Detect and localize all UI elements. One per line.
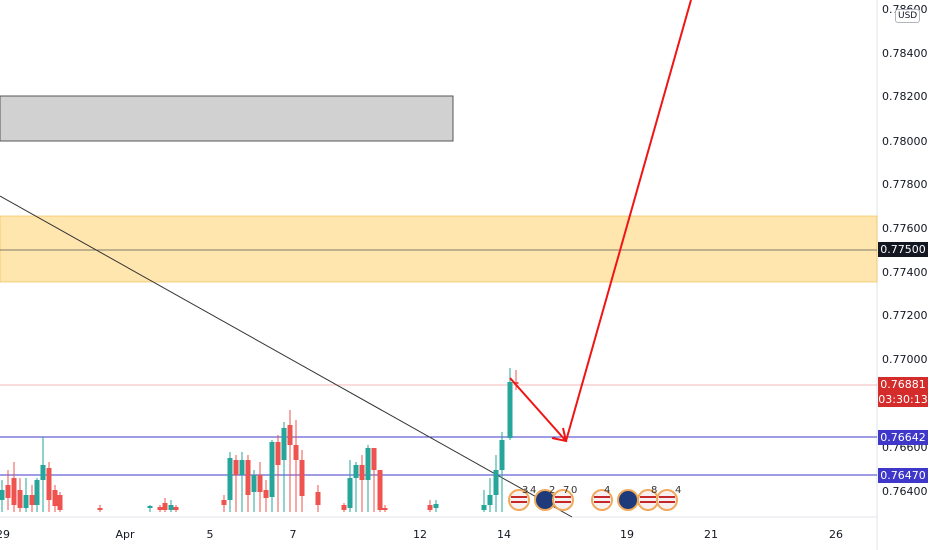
candle-body xyxy=(293,445,299,460)
candle-body xyxy=(499,440,505,470)
candle-body xyxy=(493,470,499,495)
candle-body xyxy=(97,508,103,510)
candle-body xyxy=(227,458,233,500)
candle-body xyxy=(57,495,63,510)
level-07647-tag: 0.76470 xyxy=(878,468,928,483)
date-tick: 29 xyxy=(0,528,10,541)
candle-body xyxy=(287,425,293,445)
projection-arrow[interactable] xyxy=(509,0,692,443)
date-tick: Apr xyxy=(115,528,135,541)
candle-body xyxy=(382,508,388,510)
candle-body xyxy=(507,382,513,438)
candle-body xyxy=(513,382,519,384)
price-tick: 0.78400 xyxy=(882,47,928,60)
event-count: 4 xyxy=(604,485,610,496)
price-tick: 0.77200 xyxy=(882,309,928,322)
bar-countdown-tag: 03:30:13 xyxy=(878,392,928,407)
candle-body xyxy=(257,475,263,492)
date-tick: 7 xyxy=(289,528,297,541)
us-flag-event-icon xyxy=(656,489,678,511)
candle-body xyxy=(168,505,174,510)
candle-body xyxy=(23,495,29,508)
date-tick: 21 xyxy=(704,528,718,541)
candle-body xyxy=(233,460,239,475)
candle-body xyxy=(251,475,257,492)
candle-body xyxy=(46,468,52,500)
candle-body xyxy=(11,478,17,505)
event-count: 4 xyxy=(530,485,536,496)
candle-body xyxy=(433,504,439,508)
candle-body xyxy=(365,448,371,480)
candle-body xyxy=(341,505,347,510)
event-count: 2 xyxy=(549,485,555,496)
downtrend-line[interactable] xyxy=(0,195,573,518)
candle-body xyxy=(275,442,281,465)
candle-body xyxy=(239,460,245,475)
candle-body xyxy=(245,460,251,495)
us-flag-event-icon xyxy=(508,489,530,511)
price-tick: 0.77000 xyxy=(882,353,928,366)
currency-badge[interactable]: USD xyxy=(895,9,921,23)
event-count: 0 xyxy=(571,485,577,496)
candle-body xyxy=(377,470,383,510)
candle-body xyxy=(173,507,179,510)
candle-body xyxy=(487,495,493,505)
candle-body xyxy=(157,507,163,510)
candle-body xyxy=(263,490,269,498)
candle-body xyxy=(281,428,287,460)
date-tick: 12 xyxy=(413,528,427,541)
candle-body xyxy=(40,465,46,480)
candle-body xyxy=(162,503,168,510)
date-tick: 5 xyxy=(206,528,214,541)
price-tick: 0.77800 xyxy=(882,178,928,191)
date-tick: 14 xyxy=(497,528,511,541)
date-tick: 26 xyxy=(829,528,843,541)
candle-body xyxy=(147,506,153,508)
candle-body xyxy=(315,492,321,505)
event-count: 4 xyxy=(675,485,681,496)
gray-zone-rectangle[interactable] xyxy=(0,95,454,142)
candle-body xyxy=(269,442,275,497)
candle-body xyxy=(481,505,487,510)
candlestick-series xyxy=(0,368,519,512)
event-count: 8 xyxy=(651,485,657,496)
date-tick: 19 xyxy=(620,528,634,541)
candle-body xyxy=(353,465,359,478)
candle-body xyxy=(0,490,5,500)
candle-body xyxy=(347,478,353,508)
candle-body xyxy=(5,485,11,498)
candle-body xyxy=(34,480,40,505)
level-07664-tag: 0.76642 xyxy=(878,430,928,445)
price-tick: 0.78200 xyxy=(882,90,928,103)
us-flag-event-icon xyxy=(552,489,574,511)
us-flag-event-icon xyxy=(591,489,613,511)
level-0775-tag: 0.77500 xyxy=(878,242,928,257)
candle-body xyxy=(221,500,227,505)
price-tick: 0.78000 xyxy=(882,135,928,148)
event-count: 7 xyxy=(563,485,569,496)
yellow-zone-rectangle[interactable] xyxy=(0,215,878,283)
candle-body xyxy=(359,465,365,480)
economic-event-markers[interactable]: 3 4 2 7 0 4 8 4 xyxy=(508,485,681,511)
price-tick: 0.77400 xyxy=(882,266,928,279)
candle-body xyxy=(371,448,377,470)
current-price-tag: 0.76881 xyxy=(878,377,928,392)
candle-body xyxy=(299,460,305,496)
candle-body xyxy=(52,490,58,506)
price-tick: 0.76400 xyxy=(882,485,928,498)
candle-body xyxy=(17,490,23,508)
au-flag-event-icon xyxy=(617,489,639,511)
candle-body xyxy=(427,505,433,510)
price-tick: 0.77600 xyxy=(882,222,928,235)
candle-body xyxy=(29,495,35,505)
event-count: 3 xyxy=(522,485,528,496)
